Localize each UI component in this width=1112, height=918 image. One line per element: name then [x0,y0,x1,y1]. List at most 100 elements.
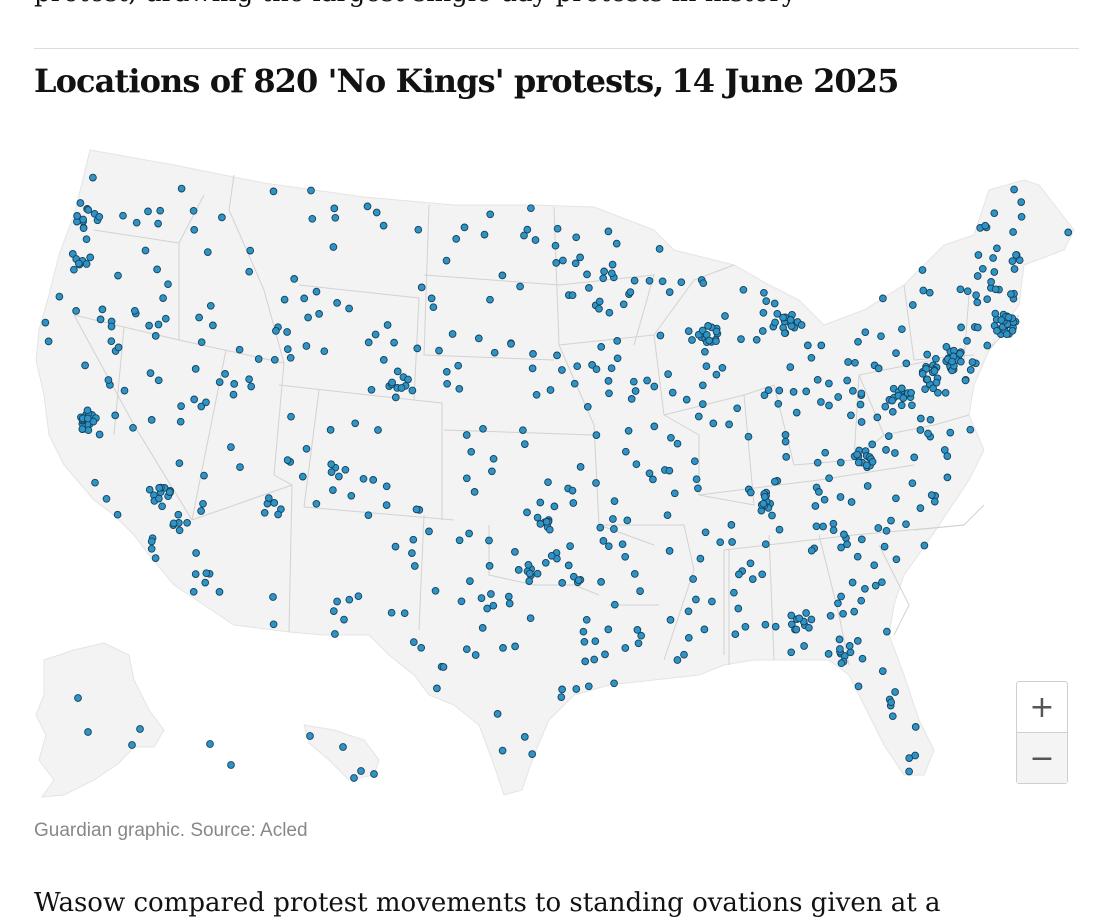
protest-marker[interactable] [269,593,277,601]
protest-marker[interactable] [333,299,341,307]
protest-marker[interactable] [590,655,599,664]
protest-marker[interactable] [95,430,104,439]
protest-marker[interactable] [82,260,91,268]
protest-marker[interactable] [283,456,292,464]
protest-marker[interactable] [908,301,917,309]
protest-marker[interactable] [610,600,619,609]
protest-marker[interactable] [961,376,970,385]
protest-marker[interactable] [619,300,628,309]
protest-marker[interactable] [189,587,198,596]
protest-marker[interactable] [330,204,339,213]
protest-marker[interactable] [807,615,816,624]
protest-marker[interactable] [230,380,239,388]
protest-marker[interactable] [853,552,862,561]
protest-marker[interactable] [775,386,784,395]
protest-marker[interactable] [359,474,368,483]
protest-marker[interactable] [388,378,396,387]
protest-marker[interactable] [487,590,495,598]
protest-marker[interactable] [154,320,163,329]
protest-marker[interactable] [887,516,895,525]
protest-marker[interactable] [835,635,844,644]
protest-marker[interactable] [825,474,833,483]
protest-marker[interactable] [983,295,992,304]
protest-marker[interactable] [147,416,156,424]
protest-marker[interactable] [425,527,433,536]
protest-marker[interactable] [902,520,910,529]
protest-marker[interactable] [1008,326,1017,335]
protest-marker[interactable] [290,275,299,283]
protest-marker[interactable] [771,622,780,631]
protest-marker[interactable] [854,337,862,346]
protest-marker[interactable] [692,595,700,604]
protest-marker[interactable] [873,413,882,422]
protest-marker[interactable] [911,723,920,731]
protest-marker[interactable] [452,235,461,243]
protest-marker[interactable] [665,466,674,475]
protest-marker[interactable] [158,502,166,511]
protest-marker[interactable] [618,540,627,549]
protest-marker[interactable] [236,463,244,471]
protest-marker[interactable] [797,321,806,329]
protest-marker[interactable] [409,638,418,646]
protest-marker[interactable] [283,328,291,336]
protest-marker[interactable] [792,408,801,417]
protest-marker[interactable] [688,336,696,344]
protest-marker[interactable] [1010,185,1018,194]
protest-marker[interactable] [488,467,496,476]
protest-marker[interactable] [727,521,736,529]
protest-marker[interactable] [636,587,644,595]
protest-marker[interactable] [130,306,139,315]
protest-marker[interactable] [704,322,712,330]
protest-marker[interactable] [79,224,88,233]
protest-marker[interactable] [627,395,636,403]
protest-marker[interactable] [752,335,761,344]
protest-marker[interactable] [390,338,398,347]
protest-marker[interactable] [761,620,770,629]
protest-marker[interactable] [529,350,537,358]
protest-marker[interactable] [637,631,646,640]
protest-marker[interactable] [372,208,381,217]
protest-marker[interactable] [943,473,952,482]
protest-marker[interactable] [673,656,682,664]
protest-marker[interactable] [558,685,566,694]
protest-marker[interactable] [531,236,540,244]
protest-marker[interactable] [897,401,906,410]
protest-marker[interactable] [916,414,925,423]
protest-marker[interactable] [650,422,659,431]
protest-marker[interactable] [682,395,691,404]
protest-marker[interactable] [684,607,693,616]
protest-marker[interactable] [775,525,784,534]
protest-marker[interactable] [73,212,81,220]
protest-marker[interactable] [748,575,757,583]
protest-marker[interactable] [379,356,388,364]
protest-marker[interactable] [918,369,927,378]
protest-marker[interactable] [227,443,235,451]
protest-marker[interactable] [645,276,654,285]
protest-marker[interactable] [643,376,651,385]
protest-marker[interactable] [470,488,479,496]
protest-marker[interactable] [371,330,380,339]
protest-marker[interactable] [878,667,887,675]
protest-marker[interactable] [526,614,535,623]
protest-marker[interactable] [505,599,514,608]
protest-marker[interactable] [408,386,417,395]
protest-marker[interactable] [151,332,160,340]
protest-marker[interactable] [656,331,665,340]
protest-marker[interactable] [591,637,600,646]
protest-marker[interactable] [888,712,897,721]
protest-marker[interactable] [779,313,787,322]
protest-marker[interactable] [764,386,773,395]
protest-marker[interactable] [536,520,545,528]
protest-marker[interactable] [442,256,451,265]
protest-marker[interactable] [690,457,699,466]
protest-marker[interactable] [604,542,613,551]
protest-marker[interactable] [44,337,53,346]
protest-marker[interactable] [272,327,280,335]
protest-marker[interactable] [633,626,642,634]
protest-marker[interactable] [499,644,507,652]
protest-marker[interactable] [905,767,913,776]
protest-marker[interactable] [533,513,542,522]
protest-marker[interactable] [326,426,335,434]
protest-marker[interactable] [382,482,391,491]
protest-marker[interactable] [874,364,883,373]
